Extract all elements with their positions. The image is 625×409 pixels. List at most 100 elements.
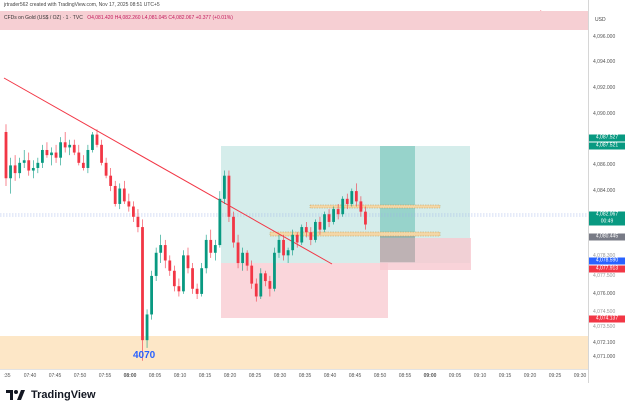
candle-body[interactable] bbox=[218, 198, 222, 246]
candle-body[interactable] bbox=[309, 232, 313, 240]
candle-body[interactable] bbox=[145, 314, 149, 341]
candle-body[interactable] bbox=[91, 134, 94, 150]
candle-body[interactable] bbox=[318, 221, 322, 230]
candle-body[interactable] bbox=[341, 198, 345, 215]
candle-body[interactable] bbox=[18, 162, 22, 174]
candle-body[interactable] bbox=[136, 216, 140, 228]
downtrend-line[interactable] bbox=[3, 77, 333, 265]
candle-body[interactable] bbox=[22, 160, 26, 163]
candle-body[interactable] bbox=[314, 221, 317, 240]
price-tick: 4,094.000 bbox=[593, 59, 616, 65]
price-axis[interactable]: USD 4,096.000 4,094.000 4,092.000 4,090.… bbox=[588, 0, 625, 383]
candle-body[interactable] bbox=[36, 162, 40, 168]
candle-body[interactable] bbox=[241, 252, 244, 264]
candle-body[interactable] bbox=[327, 214, 331, 222]
price-chart[interactable] bbox=[0, 0, 588, 369]
candle-body[interactable] bbox=[182, 255, 185, 292]
price-tick: 4,084.000 bbox=[593, 188, 616, 194]
candle-body[interactable] bbox=[295, 234, 299, 243]
candle-body[interactable] bbox=[223, 175, 226, 199]
candle-body[interactable] bbox=[172, 270, 176, 287]
candle-body[interactable] bbox=[186, 255, 190, 269]
candle-body[interactable] bbox=[68, 144, 72, 148]
candle-body[interactable] bbox=[304, 227, 308, 233]
candle-body[interactable] bbox=[213, 245, 217, 253]
candle-body[interactable] bbox=[163, 245, 167, 261]
currency-label[interactable]: USD bbox=[595, 17, 606, 23]
candle-body[interactable] bbox=[250, 265, 254, 284]
candle-body[interactable] bbox=[245, 252, 249, 266]
candle-body[interactable] bbox=[254, 283, 258, 297]
candle-body[interactable] bbox=[122, 188, 126, 202]
candle-body[interactable] bbox=[100, 144, 103, 163]
candle-body[interactable] bbox=[50, 152, 53, 156]
candle-body[interactable] bbox=[273, 252, 276, 289]
candle-body[interactable] bbox=[154, 252, 158, 276]
tradingview-logo[interactable]: TradingView bbox=[6, 389, 96, 401]
candle-body[interactable] bbox=[323, 214, 326, 230]
resistance-marker-upper[interactable] bbox=[309, 204, 441, 209]
candle-body[interactable] bbox=[259, 273, 263, 297]
candle-body[interactable] bbox=[204, 239, 208, 269]
candle-body[interactable] bbox=[286, 250, 290, 256]
candle-body[interactable] bbox=[177, 286, 181, 292]
price-tag-stop: 4,077.913 bbox=[589, 265, 625, 273]
candle-body[interactable] bbox=[27, 160, 31, 171]
symbol-name[interactable]: CFDs on Gold (US$ / OZ) · 1 · TVC bbox=[4, 15, 83, 21]
candle-body[interactable] bbox=[132, 206, 135, 217]
candle-body[interactable] bbox=[95, 134, 99, 145]
candle-body[interactable] bbox=[350, 191, 354, 204]
candle-body[interactable] bbox=[236, 242, 240, 264]
price-tag-stop-2: 4,074.137 bbox=[589, 315, 625, 323]
support-zone[interactable] bbox=[0, 336, 588, 369]
candle-body[interactable] bbox=[336, 209, 340, 215]
candle-body[interactable] bbox=[195, 288, 199, 294]
candle-body[interactable] bbox=[268, 281, 272, 289]
candle-body[interactable] bbox=[63, 142, 67, 148]
candle-body[interactable] bbox=[54, 152, 58, 158]
candle-body[interactable] bbox=[291, 234, 295, 251]
candle-body[interactable] bbox=[150, 275, 153, 315]
candle-body[interactable] bbox=[359, 201, 363, 212]
time-tick: 08:35 bbox=[298, 373, 312, 379]
candle-body[interactable] bbox=[159, 245, 163, 253]
candle-body[interactable] bbox=[209, 239, 213, 253]
candle-body[interactable] bbox=[191, 268, 194, 289]
candle-body[interactable] bbox=[263, 273, 267, 282]
candle-body[interactable] bbox=[200, 268, 204, 294]
resistance-marker-lower[interactable] bbox=[269, 231, 441, 237]
candle-body[interactable] bbox=[345, 198, 349, 204]
candle-body[interactable] bbox=[168, 260, 172, 271]
candle-body[interactable] bbox=[31, 167, 35, 171]
candle-body[interactable] bbox=[9, 165, 12, 179]
candle-body[interactable] bbox=[354, 191, 358, 202]
candle-body[interactable] bbox=[59, 142, 62, 158]
candle-body[interactable] bbox=[72, 144, 76, 153]
candle-body[interactable] bbox=[113, 185, 117, 204]
candle-body[interactable] bbox=[4, 131, 8, 179]
candle-body[interactable] bbox=[104, 162, 108, 176]
candle-body[interactable] bbox=[332, 209, 335, 222]
candle-body[interactable] bbox=[141, 227, 144, 341]
candle-body[interactable] bbox=[232, 216, 235, 243]
candle-body[interactable] bbox=[118, 188, 122, 204]
candle-body[interactable] bbox=[300, 227, 304, 243]
candle-body[interactable] bbox=[277, 239, 281, 253]
candle-body[interactable] bbox=[364, 211, 367, 225]
long-position-stop-zone[interactable] bbox=[221, 263, 388, 318]
candle-body[interactable] bbox=[45, 149, 49, 156]
candle-body[interactable] bbox=[227, 175, 231, 217]
price-tick-dim: 4,078.300 bbox=[593, 253, 616, 259]
candle-body[interactable] bbox=[86, 149, 90, 168]
candle-body[interactable] bbox=[77, 152, 81, 163]
candle-body[interactable] bbox=[109, 175, 113, 186]
candle-body[interactable] bbox=[282, 239, 285, 256]
price-tag-target: 4,087.527 bbox=[589, 134, 625, 142]
candle-body[interactable] bbox=[13, 165, 17, 174]
symbol-header[interactable]: CFDs on Gold (US$ / OZ) · 1 · TVC O4,081… bbox=[0, 11, 588, 30]
time-axis[interactable]: :35 07:40 07:45 07:50 07:55 08:00 08:05 … bbox=[0, 369, 588, 384]
price-tick: 4,071.000 bbox=[593, 354, 616, 360]
candle-body[interactable] bbox=[127, 201, 131, 207]
candle-body[interactable] bbox=[41, 149, 44, 163]
candle-body[interactable] bbox=[81, 162, 85, 168]
